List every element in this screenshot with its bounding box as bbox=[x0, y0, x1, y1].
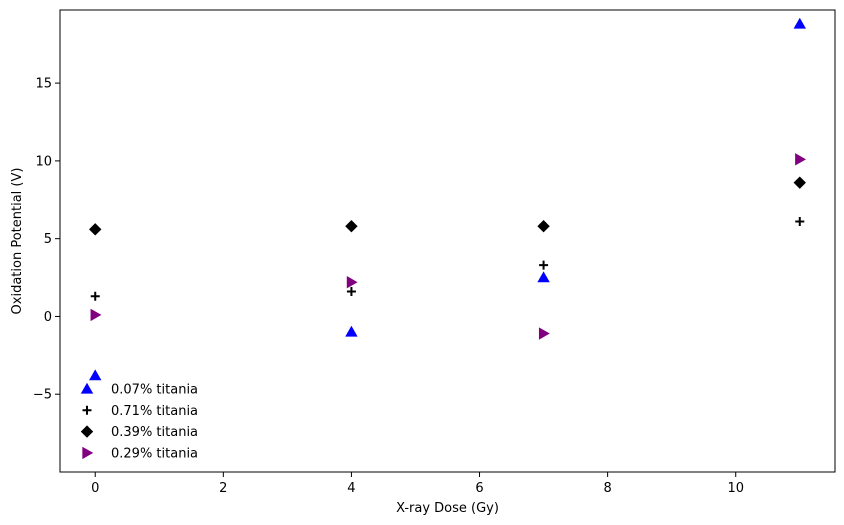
series-4 bbox=[90, 153, 806, 340]
data-point bbox=[795, 217, 805, 227]
data-point bbox=[345, 325, 358, 337]
legend-marker bbox=[82, 446, 94, 460]
legend-item: 0.39% titania bbox=[80, 425, 198, 440]
data-point bbox=[537, 220, 550, 233]
data-point bbox=[795, 153, 806, 166]
x-tick-label: 4 bbox=[347, 481, 355, 496]
legend-item: 0.71% titania bbox=[82, 404, 198, 419]
legend: 0.07% titania 0.71% titania 0.39% titania 0… bbox=[80, 382, 198, 461]
data-point bbox=[90, 308, 102, 322]
data-point bbox=[793, 176, 806, 189]
data-point bbox=[89, 223, 102, 236]
x-tick-label: 0 bbox=[91, 481, 99, 496]
data-point bbox=[537, 271, 550, 283]
legend-marker bbox=[80, 425, 94, 438]
data-point bbox=[346, 276, 358, 289]
y-tick-label: 15 bbox=[35, 77, 52, 92]
data-point bbox=[539, 260, 549, 270]
y-axis-title: Oxidation Potential (V) bbox=[10, 168, 25, 315]
data-point bbox=[538, 327, 550, 340]
y-tick-label: 5 bbox=[44, 232, 52, 247]
x-axis-title: X-ray Dose (Gy) bbox=[396, 501, 499, 516]
data-point bbox=[90, 291, 100, 301]
legend-item: 0.07% titania bbox=[80, 382, 198, 398]
series-1 bbox=[89, 17, 806, 381]
legend-item: 0.29% titania bbox=[82, 446, 198, 461]
x-tick-label: 8 bbox=[603, 481, 611, 496]
legend-label: 0.71% titania bbox=[111, 404, 198, 419]
legend-marker bbox=[80, 382, 94, 394]
data-point bbox=[346, 287, 356, 297]
legend-label: 0.39% titania bbox=[111, 425, 198, 440]
y-tick-label: 0 bbox=[44, 310, 52, 325]
legend-label: 0.29% titania bbox=[111, 446, 198, 461]
x-tick-label: 6 bbox=[475, 481, 483, 496]
plot-area bbox=[60, 10, 835, 472]
series-2 bbox=[90, 217, 805, 301]
legend-marker bbox=[82, 405, 92, 415]
data-point bbox=[89, 369, 102, 381]
legend-label: 0.07% titania bbox=[111, 383, 198, 398]
plot-frame bbox=[59, 9, 836, 473]
y-tick-label: −5 bbox=[33, 388, 52, 403]
x-tick-label: 2 bbox=[219, 481, 227, 496]
data-point bbox=[345, 220, 358, 233]
y-tick-label: 10 bbox=[35, 154, 52, 169]
data-point bbox=[793, 17, 806, 29]
series-3 bbox=[89, 176, 806, 236]
x-tick-label: 10 bbox=[727, 481, 744, 496]
